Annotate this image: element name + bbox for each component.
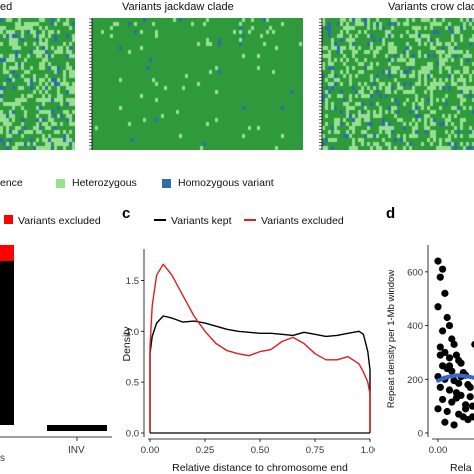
heatmap-title-crow: Variants crow clade <box>388 1 474 13</box>
x-tick-label: 0.50 <box>251 445 270 456</box>
scatter-point <box>439 327 447 335</box>
panel-b-x-label-s: s <box>0 453 5 464</box>
scatter-point <box>471 340 474 348</box>
y-tick-label: 400 <box>407 321 423 332</box>
scatter-point <box>452 351 460 359</box>
x-axis-label: Rela <box>450 462 472 474</box>
y-tick-label: 0.0 <box>126 429 139 440</box>
heatmap-crow-canvas <box>322 18 474 150</box>
scatter-point <box>450 340 458 348</box>
heatmap-title-left: ed <box>0 1 13 13</box>
bar-kept-inv <box>47 425 107 431</box>
heatmap-crow-ticks <box>319 18 323 150</box>
scatter-point <box>434 257 442 265</box>
panel-b-x-label-inv: INV <box>68 445 85 456</box>
panel-d-letter: d <box>386 205 396 222</box>
panel-b-chart: Variants excluded s INV <box>0 215 112 464</box>
scatter-point <box>436 383 444 391</box>
legend-label-kept: Variants kept <box>171 215 232 227</box>
heatmap-jackdaw-ticks <box>89 18 93 150</box>
x-tick-label: 0.00 <box>141 445 160 456</box>
x-tick-label: 1.00 <box>361 445 375 456</box>
panel-c-chart: Variants kept Variants excluded 0.0 0.5 1.0 1… <box>121 215 375 474</box>
scatter-point <box>468 402 474 410</box>
scatter-point <box>468 413 474 421</box>
heatmap-jackdaw-clade <box>92 18 303 150</box>
y-tick-label: 600 <box>407 267 423 278</box>
y-tick-label: 1.5 <box>126 276 139 287</box>
bar-excluded-s <box>0 245 14 261</box>
scatter-point <box>450 421 458 429</box>
trend-line <box>436 373 474 383</box>
scatter-point <box>439 395 447 404</box>
scatter-point <box>434 405 442 413</box>
scatter-point <box>445 354 454 362</box>
x-tick-label: 0.00 <box>429 445 448 456</box>
scatter-point <box>439 265 447 273</box>
scatter-point <box>436 343 444 351</box>
scatter-point <box>462 405 470 413</box>
y-tick-label: 200 <box>407 375 423 386</box>
x-tick-label: 0.25 <box>196 445 215 456</box>
scatter-point <box>455 379 463 387</box>
bar-kept-s <box>0 261 14 425</box>
scatter-point <box>443 313 451 322</box>
scatter-point <box>445 362 454 370</box>
y-tick-label: 0 <box>418 429 423 440</box>
panel-c-letter: c <box>122 205 131 222</box>
heatmap-title-jackdaw: Variants jackdaw clade <box>122 1 234 13</box>
scatter-point <box>434 303 442 311</box>
y-tick-label: 0.5 <box>126 378 139 389</box>
scatter-point <box>445 321 454 330</box>
legend-label-excluded: Variants excluded <box>261 215 344 227</box>
scatter-point <box>466 383 474 391</box>
scatter-point <box>436 273 444 281</box>
scatter-point <box>441 418 449 426</box>
density-line-kept <box>149 315 371 433</box>
scatter-point <box>448 367 456 375</box>
heatmap-jackdaw-canvas <box>92 18 303 150</box>
heatmap-crow-clade <box>322 18 474 150</box>
y-tick-label: 1.0 <box>126 327 139 338</box>
scatter-point <box>466 393 474 401</box>
scatter-point <box>452 394 460 402</box>
legend-swatch-heterozygous <box>56 179 65 188</box>
legend-swatch-homozygous <box>162 179 171 188</box>
legend-label-homozygous: Homozygous variant <box>178 177 274 189</box>
legend-label-reference: ence <box>0 177 23 189</box>
heatmap-reference-canvas <box>0 18 75 150</box>
scatter-point <box>457 359 465 367</box>
density-line-excluded <box>149 263 371 433</box>
y-axis-label: Density <box>121 326 133 362</box>
scatter-point <box>436 351 444 359</box>
x-axis-label: Relative distance to chromosome end <box>172 462 348 474</box>
scatter-point <box>448 335 456 343</box>
heatmap-reference-clade <box>0 18 75 150</box>
x-tick-label: 0.75 <box>306 445 325 456</box>
scatter-point <box>443 407 451 416</box>
legend-label-heterozygous: Heterozygous <box>72 177 137 189</box>
scatter-point <box>441 289 449 297</box>
scatter-point <box>445 386 454 394</box>
y-axis-label: Repeat density per 1-Mb window <box>386 270 397 408</box>
legend-label-excluded: Variants excluded <box>18 215 101 227</box>
legend-swatch-excluded <box>4 215 13 224</box>
